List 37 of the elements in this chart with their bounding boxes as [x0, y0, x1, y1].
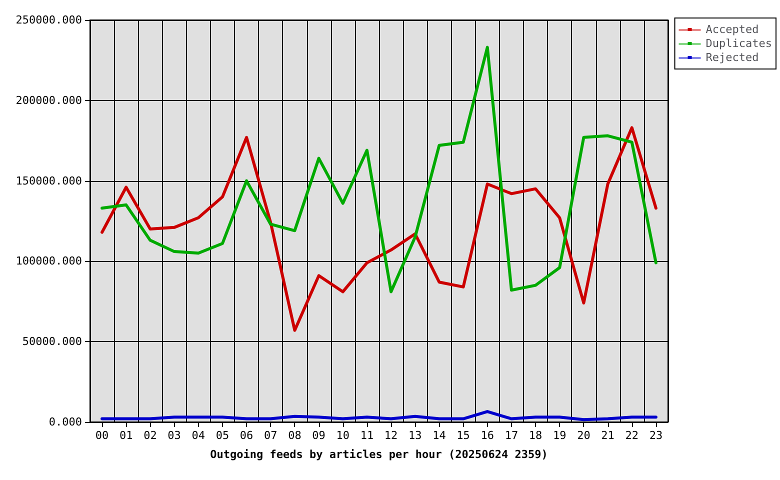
x-tick-label: 17	[504, 429, 518, 442]
line-series	[100, 46, 658, 294]
x-tick-label: 01	[120, 429, 133, 442]
y-tick-label: 150000.000	[16, 174, 82, 188]
x-tick-label: 08	[288, 429, 302, 442]
x-tick-label: 03	[168, 429, 181, 442]
x-tick-label: 23	[649, 429, 663, 442]
x-tick-label: 18	[528, 429, 542, 442]
x-tick-label: 00	[95, 429, 109, 442]
y-tick-label: 100000.000	[16, 254, 82, 268]
x-tick-label: 06	[240, 429, 254, 442]
x-tick-label: 19	[553, 429, 566, 442]
x-tick-label: 04	[192, 429, 206, 442]
x-tick-label: 09	[312, 429, 326, 442]
x-tick-label: 15	[456, 429, 470, 442]
legend-label: Rejected	[706, 51, 759, 64]
line-series	[100, 126, 658, 332]
x-tick-label: 21	[601, 429, 614, 442]
y-tick-label: 0.000	[48, 416, 82, 428]
x-tick-label: 22	[625, 429, 638, 442]
x-tick-label: 05	[216, 429, 230, 442]
y-tick-label: 50000.000	[22, 335, 82, 348]
x-tick-label: 16	[480, 429, 494, 442]
legend-label: Accepted	[706, 23, 759, 36]
y-tick-label: 200000.000	[16, 94, 82, 107]
x-tick-label: 13	[408, 429, 422, 442]
x-tick-label: 07	[264, 429, 278, 442]
x-tick-label: 02	[144, 429, 157, 442]
x-tick-label: 20	[577, 429, 590, 442]
x-tick-label: 11	[360, 429, 374, 442]
x-tick-label: 12	[384, 429, 398, 442]
y-tick-label: 250000.000	[16, 14, 82, 26]
legend-label: Duplicates	[706, 37, 772, 50]
x-axis-title: Outgoing feeds by articles per hour (20250624 2359)	[210, 448, 548, 461]
line-series	[100, 410, 658, 422]
x-tick-label: 14	[432, 429, 446, 442]
x-tick-label: 10	[336, 429, 350, 442]
